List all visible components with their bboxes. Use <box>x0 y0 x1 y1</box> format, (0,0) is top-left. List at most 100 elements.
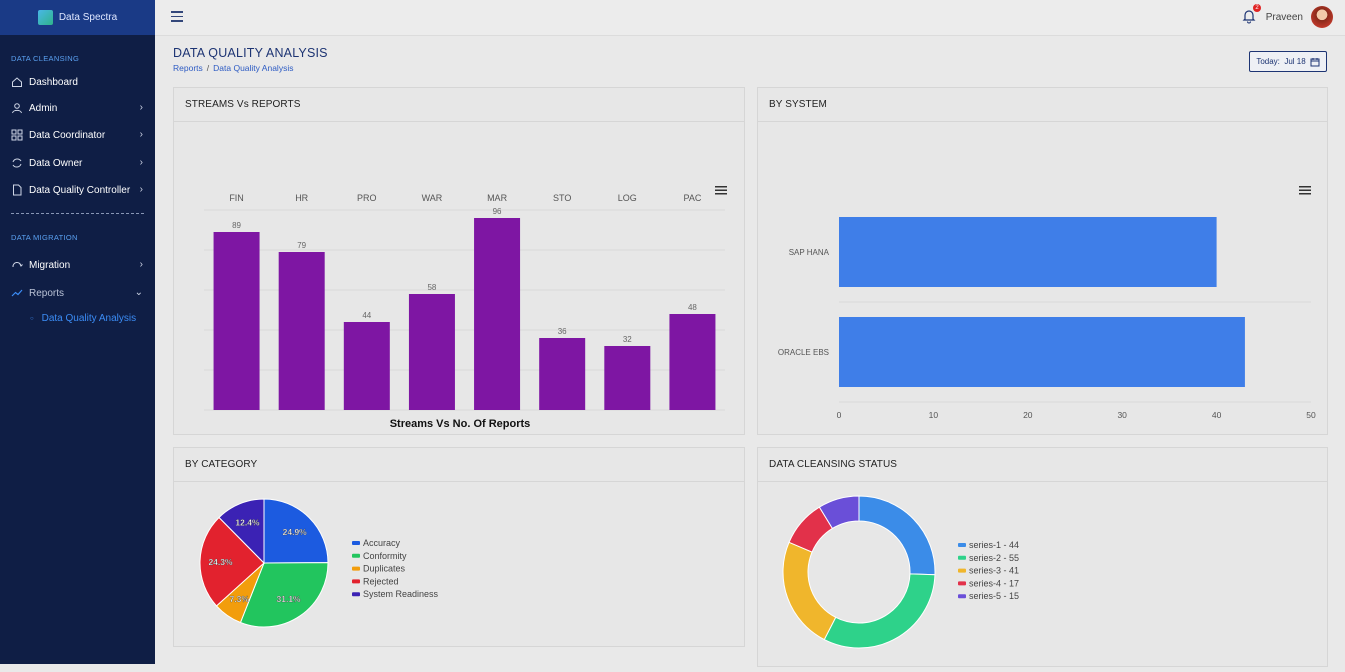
bar <box>408 294 455 410</box>
bar <box>539 338 586 410</box>
brand-logo-icon <box>37 10 53 25</box>
trend-icon <box>11 287 23 299</box>
home-icon <box>11 76 23 88</box>
user-name[interactable]: Praveen <box>1265 12 1303 23</box>
brand-name: Data Spectra <box>58 12 118 23</box>
sidebar-item-label: Migration <box>29 259 71 271</box>
legend-entry: series-3 - 41 <box>969 566 1019 576</box>
legend-swatch <box>958 594 966 599</box>
bar <box>669 314 716 410</box>
section-data-migration: DATA MIGRATION <box>11 233 78 242</box>
chart-title: Streams Vs No. Of Reports <box>390 418 531 430</box>
sidebar-item-data-owner[interactable]: Data Owner › <box>0 151 155 175</box>
chevron-right-icon: › <box>139 157 143 168</box>
card-by-system: BY SYSTEM SAP HANA ORACLE EBS 0 10 20 30 40 50 <box>757 87 1328 435</box>
card-data-cleansing-status: DATA CLEANSING STATUS series-1 - 44 serie… <box>757 447 1328 667</box>
calendar-icon <box>1310 57 1320 66</box>
bar <box>343 322 390 410</box>
breadcrumb-current: Data Quality Analysis <box>213 63 294 73</box>
data-label: 36 <box>558 327 567 336</box>
legend-entry: Conformity <box>363 551 407 561</box>
pie-slice <box>239 562 329 628</box>
bar <box>839 217 1217 287</box>
data-label: 48 <box>688 303 697 312</box>
card-title: STREAMS Vs REPORTS <box>185 99 301 110</box>
sidebar-item-label: Dashboard <box>29 76 78 88</box>
user-icon <box>11 102 23 114</box>
tick-label: 30 <box>1117 410 1127 420</box>
bar <box>474 218 521 410</box>
by-category-pie-chart: 24.9% 31.1% 7.3% 24.3% 12.4% Accuracy Conformi… <box>199 498 439 628</box>
legend-entry: series-1 - 44 <box>969 540 1019 550</box>
legend-swatch <box>352 579 360 584</box>
slice-label: 24.9% <box>283 527 308 537</box>
grid-icon <box>11 129 23 141</box>
breadcrumb: Reports / Data Quality Analysis <box>173 63 294 73</box>
sidebar-divider <box>11 213 144 214</box>
slice-label: 12.4% <box>235 518 260 528</box>
sidebar-item-label: Data Quality Controller <box>29 184 131 196</box>
notification-badge: 2 <box>1253 4 1261 12</box>
hamburger-menu-icon[interactable] <box>171 11 183 22</box>
data-cleansing-donut-chart: series-1 - 44 series-2 - 55 series-3 - 41 s… <box>782 495 1019 649</box>
by-system-bar-chart: SAP HANA ORACLE EBS 0 10 20 30 40 50 <box>778 186 1316 420</box>
legend-swatch <box>958 581 966 586</box>
page-title: DATA QUALITY ANALYSIS <box>173 46 328 60</box>
sidebar-item-dashboard[interactable]: Dashboard <box>0 70 155 94</box>
sidebar-item-admin[interactable]: Admin › <box>0 96 155 120</box>
data-label: 44 <box>362 311 371 320</box>
tick-label: HR <box>295 193 308 203</box>
legend-swatch <box>352 553 360 558</box>
card-by-category: BY CATEGORY 24.9% 31.1% 7.3% 24.3% 12.4% Accu… <box>173 447 745 647</box>
sidebar-item-label: Data Coordinator <box>29 129 106 141</box>
legend-swatch <box>352 592 360 597</box>
tick-label: WAR <box>422 193 443 203</box>
data-label: 89 <box>232 221 241 230</box>
file-icon <box>11 184 23 196</box>
sidebar-item-data-quality-controller[interactable]: Data Quality Controller › <box>0 178 155 202</box>
data-label: 32 <box>623 335 632 344</box>
card-title: BY CATEGORY <box>185 459 258 470</box>
sidebar-item-label: Data Owner <box>29 157 83 169</box>
pie-slice <box>218 498 265 565</box>
bar <box>278 252 325 410</box>
sidebar-item-data-coordinator[interactable]: Data Coordinator › <box>0 123 155 147</box>
tick-label: 50 <box>1306 410 1316 420</box>
tick-label: 20 <box>1023 410 1033 420</box>
streams-bar-chart: Streams Vs No. Of Reports 89 FIN 79 HR 44 PRO… <box>204 186 727 430</box>
tick-label: PRO <box>357 193 377 203</box>
tick-label: ORACLE EBS <box>778 348 829 357</box>
chevron-right-icon: › <box>139 129 143 140</box>
pie-slice <box>199 516 265 607</box>
slice-label: 31.1% <box>277 594 302 604</box>
avatar[interactable] <box>1311 6 1333 28</box>
pie-slice <box>263 498 329 564</box>
legend-swatch <box>958 543 966 547</box>
bar <box>839 317 1245 387</box>
brand[interactable]: Data Spectra <box>0 0 155 35</box>
data-label: 96 <box>493 207 502 216</box>
date-button[interactable]: Today: Jul 18 <box>1249 51 1327 72</box>
legend-entry: series-5 - 15 <box>969 591 1019 601</box>
notification-bell-icon[interactable]: 2 <box>1241 4 1261 24</box>
chevron-right-icon: › <box>139 102 143 113</box>
legend-entry: Duplicates <box>363 564 406 574</box>
chart-menu-icon[interactable] <box>1299 186 1311 195</box>
chart-menu-icon[interactable] <box>715 186 727 195</box>
tick-label: SAP HANA <box>789 248 830 257</box>
donut-segment <box>818 495 860 530</box>
sidebar-item-migration[interactable]: Migration › <box>0 253 155 277</box>
sidebar-item-reports[interactable]: Reports ⌄ <box>0 281 155 305</box>
legend-entry: Accuracy <box>363 538 401 548</box>
date-label: Today: Jul 18 <box>1256 57 1306 66</box>
breadcrumb-reports[interactable]: Reports <box>173 63 203 73</box>
legend-swatch <box>958 555 966 560</box>
legend-swatch <box>352 541 360 545</box>
sidebar-subitem-data-quality-analysis[interactable]: ○ Data Quality Analysis <box>30 313 136 324</box>
donut-segment <box>858 495 936 576</box>
sidebar-item-label: Reports <box>29 287 65 299</box>
tick-label: MAR <box>487 193 508 203</box>
refresh-icon <box>11 157 23 169</box>
tick-label: 10 <box>929 410 939 420</box>
section-data-cleansing: DATA CLEANSING <box>11 54 80 63</box>
